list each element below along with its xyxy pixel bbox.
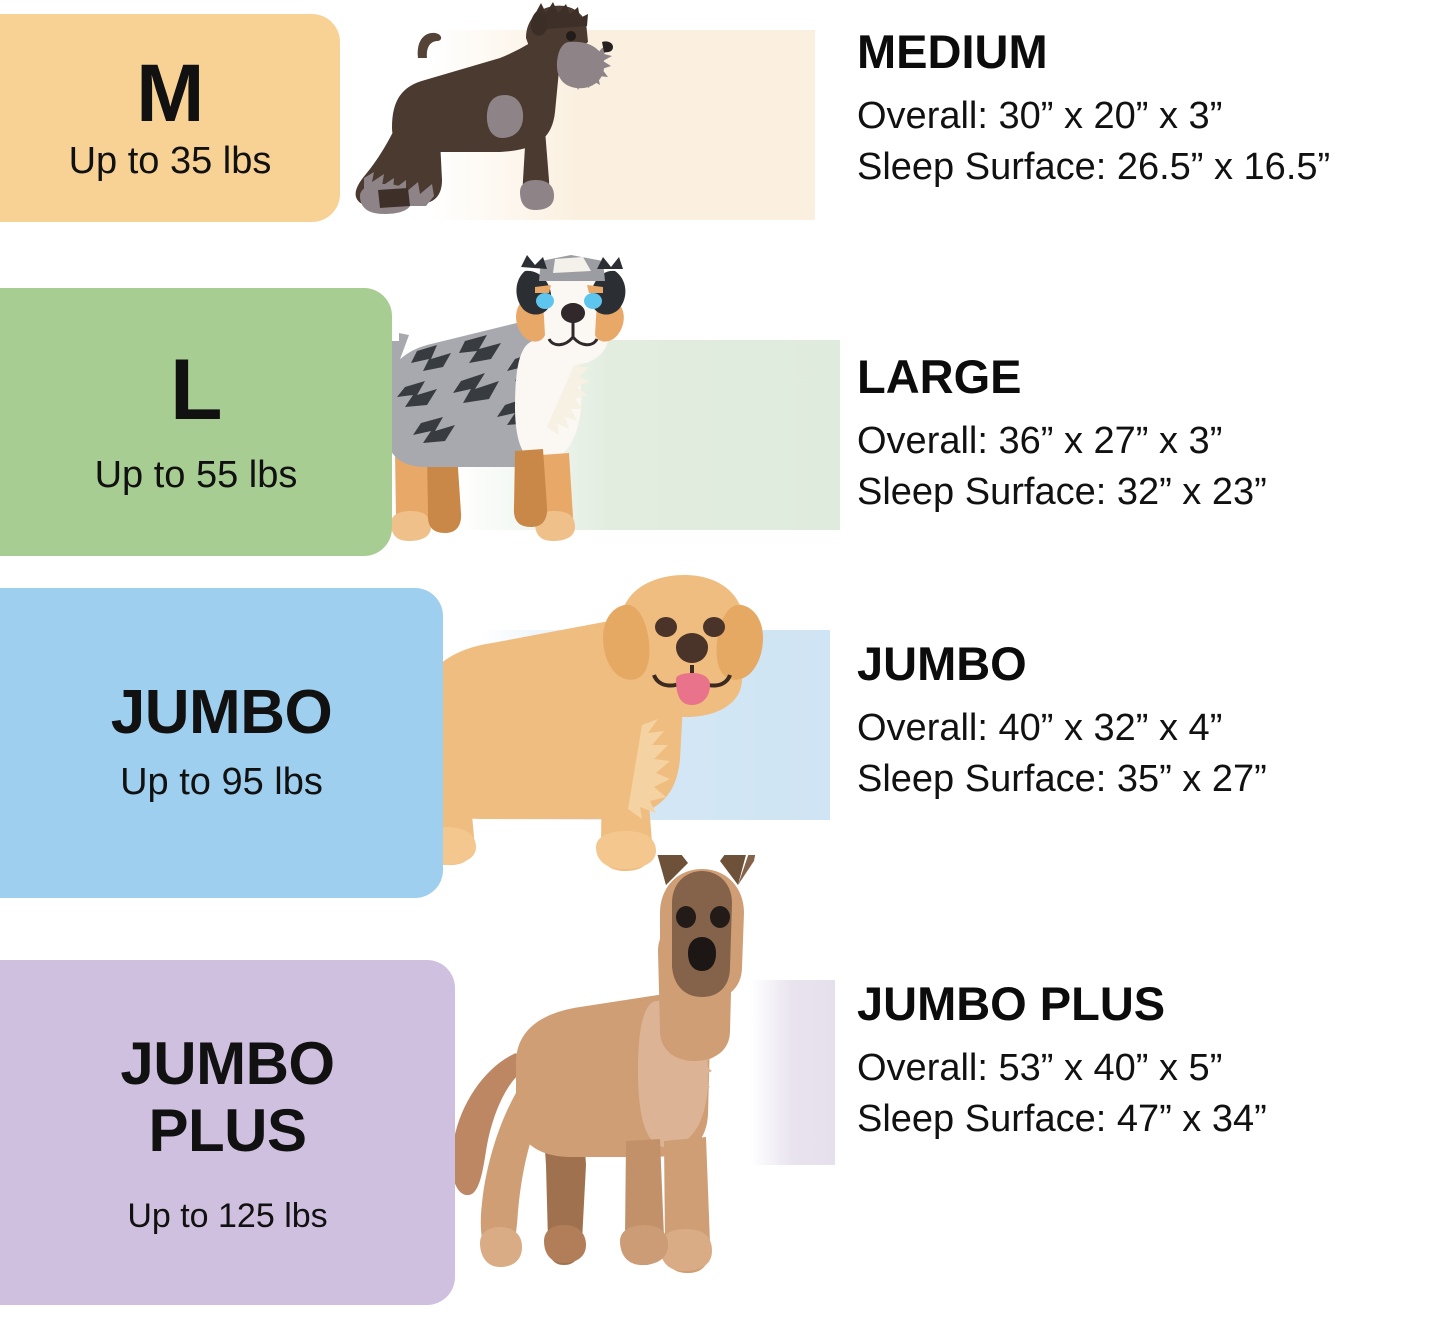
size-badge-code: JUMBO PLUS (120, 1029, 335, 1164)
size-title: JUMBO (857, 637, 1027, 690)
great-dane-dog-illustration (451, 855, 756, 1273)
overall-dimensions: Overall: 40” x 32” x 4” (857, 707, 1223, 749)
size-title: LARGE (857, 350, 1022, 403)
size-info-jumbo: JUMBO Overall: 40” x 32” x 4” Sleep Surf… (857, 640, 1267, 806)
size-badge-code: JUMBO (110, 678, 333, 748)
size-badge-jumbo[interactable]: JUMBO Up to 95 lbs (0, 588, 443, 898)
size-info-large: LARGE Overall: 36” x 27” x 3” Sleep Surf… (857, 353, 1267, 519)
size-title: MEDIUM (857, 25, 1048, 78)
schnauzer-dog-illustration (355, 2, 613, 214)
sleep-surface-dimensions: Sleep Surface: 26.5” x 16.5” (857, 146, 1331, 189)
overall-dimensions: Overall: 30” x 20” x 3” (857, 95, 1223, 137)
size-badge-weight: Up to 95 lbs (120, 761, 323, 804)
size-badge-weight: Up to 55 lbs (94, 454, 298, 497)
sleep-surface-dimensions: Sleep Surface: 32” x 23” (857, 471, 1267, 514)
size-badge-jumbo-plus[interactable]: JUMBO PLUS Up to 125 lbs (0, 960, 455, 1305)
size-row-large: L Up to 55 lbs (0, 255, 1445, 560)
size-info-jumbo-plus: JUMBO PLUS Overall: 53” x 40” x 5” Sleep… (857, 980, 1267, 1146)
size-badge-weight: Up to 125 lbs (127, 1196, 328, 1235)
size-badge-medium[interactable]: M Up to 35 lbs (0, 14, 340, 222)
size-badge-large[interactable]: L Up to 55 lbs (0, 288, 392, 556)
sleep-surface-dimensions: Sleep Surface: 35” x 27” (857, 758, 1267, 801)
size-info-medium: MEDIUM Overall: 30” x 20” x 3” Sleep Sur… (857, 28, 1330, 194)
overall-dimensions: Overall: 53” x 40” x 5” (857, 1047, 1223, 1089)
background-band-jumbo-plus (750, 980, 835, 1165)
overall-dimensions: Overall: 36” x 27” x 3” (857, 420, 1223, 462)
size-badge-code: M (136, 48, 204, 140)
size-row-jumbo: JUMBO Up to 95 lbs (0, 565, 1445, 910)
sleep-surface-dimensions: Sleep Surface: 47” x 34” (857, 1098, 1267, 1141)
size-badge-weight: Up to 35 lbs (68, 140, 272, 183)
size-row-medium: M Up to 35 lbs (0, 0, 1445, 250)
size-title: JUMBO PLUS (857, 977, 1166, 1030)
size-badge-code: L (169, 342, 223, 439)
size-row-jumbo-plus: JUMBO PLUS Up to 125 lbs (0, 855, 1445, 1322)
golden-retriever-dog-illustration (370, 575, 764, 871)
australian-shepherd-dog-illustration (371, 255, 626, 541)
